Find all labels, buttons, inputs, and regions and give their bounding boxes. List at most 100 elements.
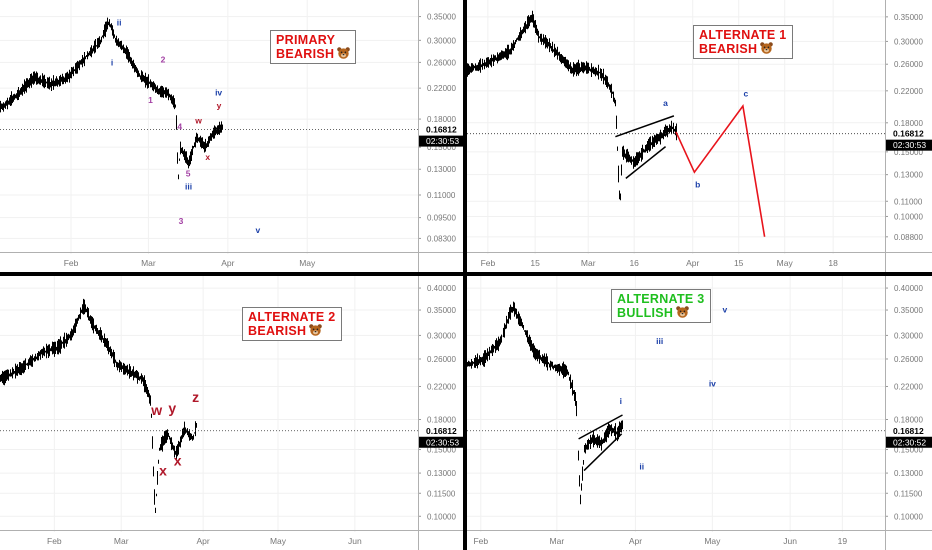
y-tick-label: 0.13000 xyxy=(427,469,456,478)
wave-label: iii xyxy=(185,181,192,191)
wedge-trendline xyxy=(615,115,675,138)
y-tick-label: 0.13000 xyxy=(894,469,923,478)
chart-title-line: ALTERNATE 3 xyxy=(617,292,705,306)
y-tick-label: 0.13000 xyxy=(894,171,923,180)
chart-title-text: PRIMARY xyxy=(276,33,336,47)
y-tick-label: 0.40000 xyxy=(427,284,456,293)
y-tick-label: 0.35000 xyxy=(894,13,923,22)
wave-label: x xyxy=(205,152,210,162)
x-tick-label: May xyxy=(777,258,794,268)
wave-label: x xyxy=(159,463,167,479)
wave-label: i xyxy=(620,396,622,406)
x-tick-label: 18 xyxy=(828,258,838,268)
y-tick-label: 0.26000 xyxy=(894,60,923,69)
price-series xyxy=(0,298,197,513)
horizontal-divider xyxy=(0,272,932,276)
last-price-label: 0.16812 xyxy=(893,426,924,436)
chart-title-line: BEARISH xyxy=(699,42,787,56)
price-bars xyxy=(0,17,223,180)
y-tick-label: 0.30000 xyxy=(427,36,456,45)
y-tick-label: 0.22000 xyxy=(427,382,456,391)
y-tick-label: 0.26000 xyxy=(427,58,456,67)
chart-panel-alternate2[interactable]: Feb Mar Apr May Jun 0.40000 0.35000 0.30000 0.26… xyxy=(0,276,463,550)
wave-label: iii xyxy=(656,336,663,346)
countdown-box xyxy=(419,135,463,147)
y-tick-label: 0.15000 xyxy=(427,143,456,152)
y-tick-label: 0.11000 xyxy=(427,191,456,200)
chart-svg: Feb Mar Apr May 0.35000 0.30000 0.26000 0.22000… xyxy=(0,0,463,272)
y-tick-label: 0.15000 xyxy=(427,446,456,455)
chart-panel-alternate3[interactable]: Feb Mar Apr May Jun 19 0.40000 0.35000 0.30000 0.… xyxy=(467,276,932,550)
bear-face-icon xyxy=(309,324,323,336)
wedge-trendline xyxy=(625,146,667,179)
y-tick-label: 0.18000 xyxy=(894,119,923,128)
chart-title-line: PRIMARY xyxy=(276,33,350,47)
countdown-label: 02:30:53 xyxy=(426,136,459,146)
chart-svg: Feb Mar Apr May Jun 0.40000 0.35000 0.30000 0.26… xyxy=(0,276,463,550)
wedge-trendline xyxy=(583,433,623,472)
chart-panel-alternate1[interactable]: Feb 15 Mar 16 Apr 15 May 18 0.35000 0.30000 0.2600… xyxy=(467,0,932,272)
last-price-box xyxy=(886,424,932,436)
wave-label: y xyxy=(168,400,176,416)
x-tick-label: 15 xyxy=(530,258,540,268)
wave-label: v xyxy=(723,304,728,314)
wave-label: iv xyxy=(709,378,716,388)
chart-title-line: BEARISH xyxy=(248,324,336,338)
chart-title-box: ALTERNATE 3 BULLISH xyxy=(611,289,711,323)
price-series xyxy=(467,301,623,505)
last-price-box xyxy=(886,127,932,139)
chart-title-line: BULLISH xyxy=(617,306,705,320)
x-tick-label: May xyxy=(704,536,721,546)
y-tick-label: 0.22000 xyxy=(427,84,456,93)
x-tick-label: Apr xyxy=(221,258,234,268)
x-tick-label: 19 xyxy=(838,536,848,546)
wave-label: 3 xyxy=(179,216,184,226)
y-tick-label: 0.35000 xyxy=(894,306,923,315)
chart-svg: Feb Mar Apr May Jun 19 0.40000 0.35000 0.30000 0.… xyxy=(467,276,932,550)
wave-label: z xyxy=(192,389,199,405)
chart-panel-primary[interactable]: Feb Mar Apr May 0.35000 0.30000 0.26000 0.22000… xyxy=(0,0,463,272)
y-tick-label: 0.15000 xyxy=(894,148,923,157)
chart-title-line: ALTERNATE 1 xyxy=(699,28,787,42)
x-tick-label: Jun xyxy=(783,536,797,546)
x-tick-label: Feb xyxy=(481,258,496,268)
y-tick-label: 0.26000 xyxy=(427,355,456,364)
x-tick-label: Mar xyxy=(114,536,129,546)
x-tick-label: Apr xyxy=(197,536,210,546)
countdown-box xyxy=(419,436,463,448)
last-price-label: 0.16812 xyxy=(426,125,457,135)
price-bars xyxy=(0,298,197,513)
y-tick-label: 0.11500 xyxy=(894,489,923,498)
price-bars xyxy=(467,10,677,201)
countdown-box xyxy=(886,436,932,448)
wave-label: b xyxy=(695,179,700,189)
countdown-label: 02:30:52 xyxy=(893,437,926,447)
y-tick-label: 0.30000 xyxy=(427,331,456,340)
chart-title-line: BEARISH xyxy=(276,47,351,61)
chart-title-line: ALTERNATE 2 xyxy=(248,310,336,324)
last-price-box xyxy=(419,424,463,436)
price-series xyxy=(0,17,223,180)
wave-label: x xyxy=(174,453,182,469)
x-tick-label: Apr xyxy=(629,536,642,546)
chart-svg: Feb 15 Mar 16 Apr 15 May 18 0.35000 0.30000 0.2600… xyxy=(467,0,932,272)
y-tick-label: 0.08300 xyxy=(427,234,456,243)
x-tick-label: Mar xyxy=(581,258,596,268)
x-tick-label: Feb xyxy=(473,536,488,546)
wave-label: a xyxy=(663,98,668,108)
x-tick-label: Feb xyxy=(64,258,79,268)
y-tick-label: 0.18000 xyxy=(894,416,923,425)
last-price-label: 0.16812 xyxy=(426,426,457,436)
last-price-label: 0.16812 xyxy=(893,129,924,139)
countdown-label: 02:30:53 xyxy=(426,437,459,447)
chart-title-text: BULLISH xyxy=(617,306,674,320)
wave-label: y xyxy=(217,100,222,110)
y-tick-label: 0.11000 xyxy=(894,197,923,206)
wave-label: c xyxy=(743,89,748,99)
y-tick-label: 0.15000 xyxy=(894,446,923,455)
y-tick-label: 0.30000 xyxy=(894,331,923,340)
projection-path xyxy=(675,103,766,237)
chart-title-text: ALTERNATE 1 xyxy=(699,28,787,42)
y-tick-label: 0.09500 xyxy=(427,214,456,223)
wave-label: i xyxy=(111,57,113,67)
